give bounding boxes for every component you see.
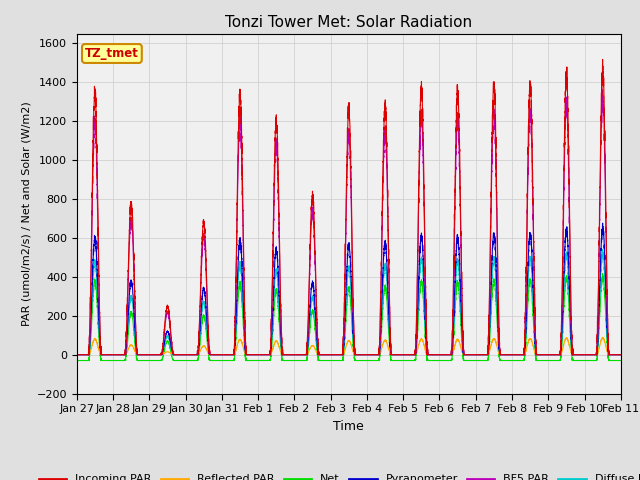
Net bbox=[594, 347, 602, 353]
Pyranometer bbox=[599, 220, 607, 226]
Diffuse PAR bbox=[470, 352, 478, 358]
Pyranometer bbox=[486, 319, 493, 324]
Incoming PAR bbox=[588, 352, 595, 358]
Line: BF5 PAR: BF5 PAR bbox=[77, 90, 621, 355]
Reflected PAR bbox=[73, 352, 81, 358]
BF5 PAR bbox=[588, 352, 595, 358]
Net bbox=[599, 271, 607, 276]
Incoming PAR bbox=[594, 316, 602, 322]
Net bbox=[486, 336, 493, 341]
Diffuse PAR bbox=[617, 352, 625, 358]
Net bbox=[73, 358, 81, 363]
Pyranometer bbox=[470, 352, 478, 358]
BF5 PAR bbox=[599, 87, 607, 93]
Reflected PAR bbox=[588, 352, 595, 358]
Incoming PAR bbox=[330, 352, 338, 358]
BF5 PAR bbox=[486, 286, 493, 291]
Net bbox=[617, 358, 625, 363]
Pyranometer bbox=[588, 352, 595, 358]
Line: Reflected PAR: Reflected PAR bbox=[77, 337, 621, 355]
Net bbox=[258, 358, 266, 363]
Pyranometer bbox=[258, 352, 266, 358]
Text: TZ_tmet: TZ_tmet bbox=[85, 47, 139, 60]
Diffuse PAR bbox=[258, 352, 266, 358]
Net bbox=[330, 358, 338, 363]
Line: Diffuse PAR: Diffuse PAR bbox=[77, 250, 621, 355]
X-axis label: Time: Time bbox=[333, 420, 364, 432]
Reflected PAR bbox=[258, 352, 266, 358]
Diffuse PAR bbox=[599, 247, 607, 252]
Incoming PAR bbox=[599, 57, 607, 62]
Pyranometer bbox=[73, 352, 81, 358]
Diffuse PAR bbox=[588, 352, 595, 358]
Diffuse PAR bbox=[73, 352, 81, 358]
Line: Incoming PAR: Incoming PAR bbox=[77, 60, 621, 355]
BF5 PAR bbox=[617, 352, 625, 358]
Pyranometer bbox=[594, 336, 602, 341]
Reflected PAR bbox=[470, 352, 478, 358]
Diffuse PAR bbox=[486, 325, 493, 331]
Reflected PAR bbox=[594, 349, 602, 355]
Y-axis label: PAR (umol/m2/s) / Net and Solar (W/m2): PAR (umol/m2/s) / Net and Solar (W/m2) bbox=[21, 101, 31, 326]
Pyranometer bbox=[617, 352, 625, 358]
Incoming PAR bbox=[486, 278, 493, 284]
BF5 PAR bbox=[594, 319, 602, 325]
Net bbox=[470, 358, 478, 363]
Reflected PAR bbox=[617, 352, 625, 358]
Incoming PAR bbox=[258, 352, 266, 358]
Incoming PAR bbox=[470, 352, 478, 358]
Net bbox=[588, 358, 595, 363]
Reflected PAR bbox=[486, 348, 493, 353]
Incoming PAR bbox=[617, 352, 625, 358]
Reflected PAR bbox=[330, 352, 338, 358]
Reflected PAR bbox=[599, 335, 607, 340]
BF5 PAR bbox=[470, 352, 478, 358]
BF5 PAR bbox=[330, 352, 338, 358]
Title: Tonzi Tower Met: Solar Radiation: Tonzi Tower Met: Solar Radiation bbox=[225, 15, 472, 30]
Diffuse PAR bbox=[330, 352, 338, 358]
Diffuse PAR bbox=[594, 339, 602, 345]
BF5 PAR bbox=[73, 352, 81, 358]
Line: Net: Net bbox=[77, 274, 621, 360]
Incoming PAR bbox=[73, 352, 81, 358]
BF5 PAR bbox=[258, 352, 266, 358]
Pyranometer bbox=[330, 352, 338, 358]
Legend: Incoming PAR, Reflected PAR, Net, Pyranometer, BF5 PAR, Diffuse PAR: Incoming PAR, Reflected PAR, Net, Pyrano… bbox=[34, 470, 640, 480]
Line: Pyranometer: Pyranometer bbox=[77, 223, 621, 355]
